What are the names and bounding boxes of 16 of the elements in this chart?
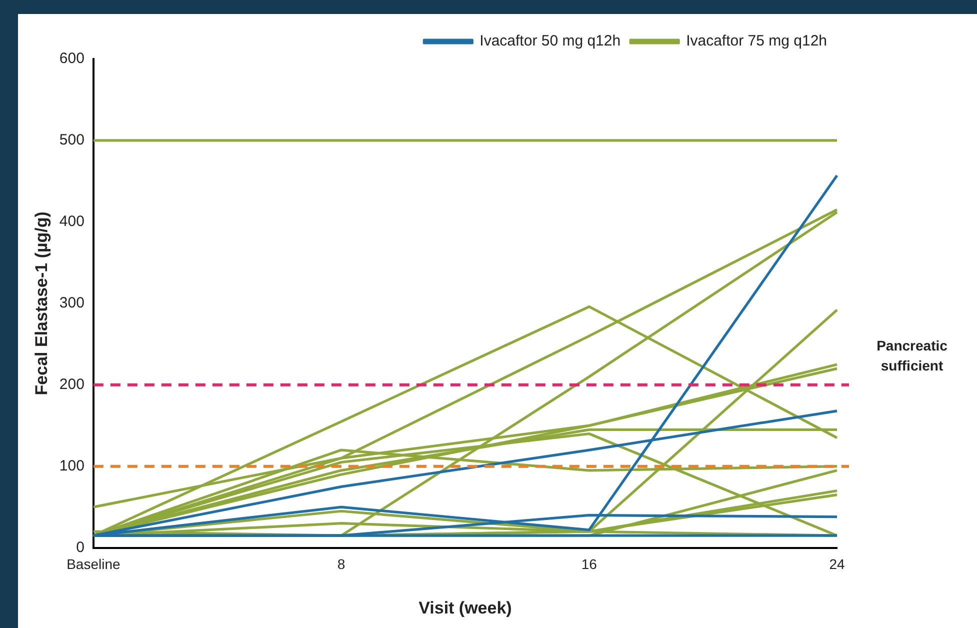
x-axis-title: Visit (week): [418, 598, 512, 618]
x-tick-label: 8: [337, 556, 346, 572]
y-tick-label: 600: [59, 50, 84, 68]
y-tick-label: 0: [76, 538, 84, 556]
y-tick-label: 300: [59, 294, 84, 312]
legend-label: Ivacaftor 50 mg q12h: [480, 32, 621, 50]
y-tick-label: 400: [59, 213, 84, 230]
y-tick-label: 100: [59, 457, 84, 474]
legend-label: Ivacaftor 75 mg q12h: [686, 32, 828, 50]
x-tick-label: 24: [829, 556, 845, 572]
x-tick-label: Baseline: [66, 556, 120, 572]
ref-line-label: Pancreatic sufficient: [876, 338, 948, 374]
y-axis-title: Fecal Elastase-1 (µg/g): [32, 212, 51, 396]
y-tick-label: 500: [59, 132, 84, 149]
x-tick-label: 16: [581, 556, 598, 572]
y-tick-label: 200: [59, 376, 84, 394]
